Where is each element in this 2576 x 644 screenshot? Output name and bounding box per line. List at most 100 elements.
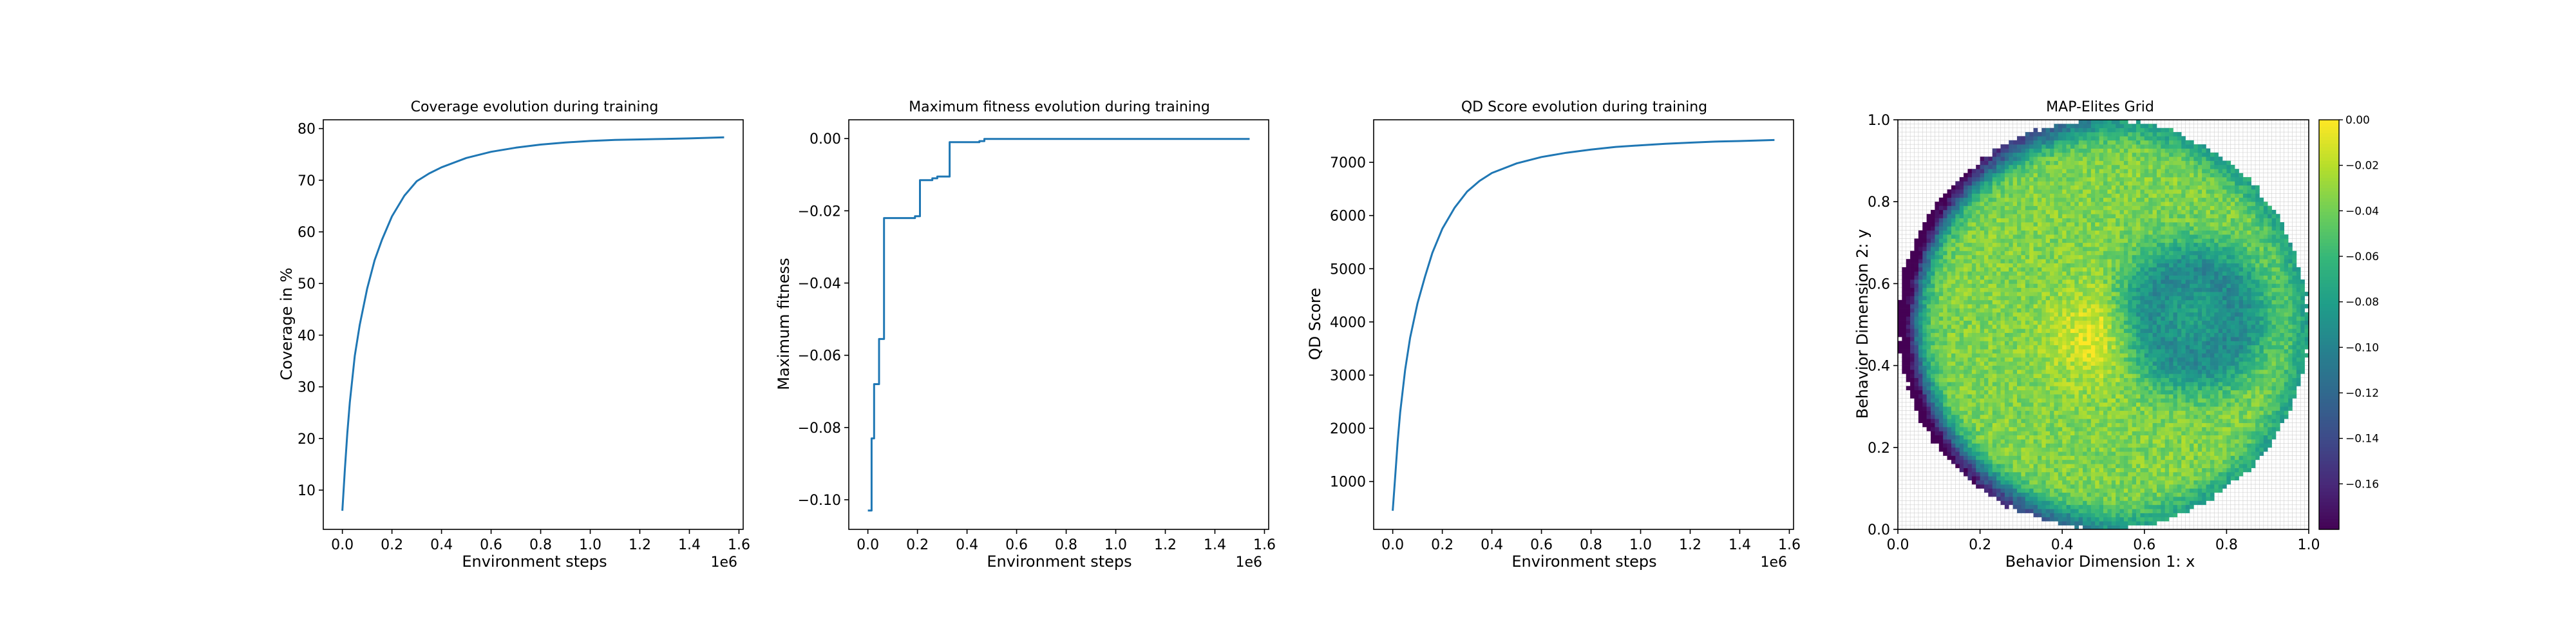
heatmap-cell	[2268, 332, 2272, 337]
heatmap-cell	[2214, 353, 2219, 358]
heatmap-cell	[2037, 390, 2042, 395]
heatmap-cell	[2239, 422, 2244, 428]
heatmap-cell	[2251, 349, 2256, 354]
heatmap-cell	[2144, 419, 2149, 423]
heatmap-cell	[2041, 299, 2046, 305]
heatmap-cell	[2078, 476, 2083, 480]
heatmap-cell	[2128, 406, 2132, 411]
heatmap-cell	[2144, 427, 2149, 431]
heatmap-cell	[2214, 328, 2219, 334]
heatmap-cell	[2087, 299, 2092, 305]
heatmap-cell	[2247, 394, 2251, 399]
heatmap-cell	[2033, 328, 2038, 334]
heatmap-cell	[2206, 312, 2211, 317]
heatmap-cell	[2025, 316, 2030, 321]
heatmap-cell	[2062, 492, 2067, 497]
heatmap-cell	[1980, 394, 1985, 399]
heatmap-cell	[1988, 341, 1993, 346]
heatmap-cell	[1959, 422, 1964, 428]
heatmap-cell	[1938, 299, 1944, 305]
heatmap-cell	[1980, 292, 1985, 296]
heatmap-cell	[2161, 382, 2165, 386]
heatmap-cell	[2210, 296, 2215, 301]
heatmap-cell	[2041, 325, 2046, 329]
heatmap-cell	[1955, 369, 1960, 374]
heatmap-cell	[2140, 516, 2145, 522]
heatmap-cell	[2103, 516, 2108, 522]
heatmap-cell	[2116, 435, 2120, 440]
heatmap-cell	[2210, 328, 2215, 334]
heatmap-cell	[2037, 304, 2042, 308]
heatmap-cell	[2029, 488, 2034, 493]
heatmap-cell	[2009, 464, 2013, 468]
heatmap-cell	[1935, 369, 1940, 374]
heatmap-cell	[2161, 308, 2165, 313]
heatmap-cell	[1988, 459, 1993, 464]
heatmap-cell	[2116, 299, 2120, 305]
heatmap-cell	[2268, 374, 2272, 378]
heatmap-cell	[2017, 328, 2022, 334]
heatmap-cell	[1926, 299, 1931, 305]
heatmap-cell	[2202, 382, 2206, 386]
heatmap-cell	[1955, 341, 1960, 346]
heatmap-cell	[2156, 464, 2161, 468]
heatmap-cell	[1964, 451, 1968, 456]
heatmap-cell	[1971, 349, 1976, 354]
heatmap-cell	[2054, 320, 2059, 325]
heatmap-cell	[1931, 422, 1935, 428]
heatmap-cell	[2300, 316, 2305, 321]
heatmap-cell	[2280, 398, 2285, 403]
heatmap-cell	[1976, 402, 1980, 407]
heatmap-cell	[1914, 374, 1919, 378]
heatmap-cell	[2058, 422, 2063, 428]
heatmap-cell	[2300, 299, 2305, 305]
heatmap-cell	[2021, 328, 2026, 334]
heatmap-cell	[1967, 476, 1973, 480]
heatmap-cell	[2099, 410, 2104, 415]
heatmap-cell	[2259, 345, 2264, 350]
heatmap-cell	[2197, 365, 2202, 370]
heatmap-cell	[2017, 414, 2022, 419]
heatmap-cell	[1996, 328, 2001, 334]
heatmap-cell	[2062, 480, 2067, 485]
heatmap-cell	[1938, 292, 1944, 296]
heatmap-cell	[2012, 398, 2018, 403]
heatmap-cell	[2123, 406, 2128, 411]
heatmap-cell	[2136, 451, 2141, 456]
heatmap-cell	[2066, 332, 2071, 337]
heatmap-cell	[2164, 419, 2170, 423]
heatmap-cell	[1955, 447, 1960, 452]
heatmap-cell	[1931, 345, 1935, 350]
heatmap-cell	[2247, 422, 2251, 428]
heatmap-cell	[2275, 374, 2280, 378]
heatmap-cell	[2009, 427, 2013, 431]
heatmap-cell	[2185, 414, 2190, 419]
qd-score-x-tick-label: 0.0	[1381, 537, 1404, 553]
heatmap-cell	[2045, 308, 2050, 313]
heatmap-cell	[2239, 402, 2244, 407]
heatmap-cell	[2062, 471, 2067, 477]
heatmap-cell	[2058, 316, 2063, 321]
heatmap-cell	[2251, 365, 2256, 370]
heatmap-cell	[1951, 332, 1956, 337]
heatmap-cell	[2268, 353, 2272, 358]
heatmap-cell	[2083, 455, 2087, 460]
heatmap-cell	[1988, 365, 1993, 370]
heatmap-cell	[2107, 337, 2112, 341]
heatmap-cell	[2054, 471, 2059, 477]
heatmap-cell	[2222, 447, 2227, 452]
heatmap-cell	[2235, 451, 2239, 456]
heatmap-cell	[2177, 447, 2182, 452]
heatmap-cell	[2095, 390, 2099, 395]
heatmap-cell	[2099, 349, 2104, 354]
heatmap-cell	[1918, 365, 1923, 370]
heatmap-cell	[2021, 353, 2026, 358]
heatmap-cell	[2054, 374, 2059, 378]
heatmap-cell	[2210, 308, 2215, 313]
heatmap-cell	[2116, 332, 2120, 337]
heatmap-cell	[1971, 431, 1976, 436]
heatmap-cell	[2284, 337, 2289, 341]
heatmap-cell	[1947, 435, 1952, 440]
heatmap-cell	[2177, 427, 2182, 431]
